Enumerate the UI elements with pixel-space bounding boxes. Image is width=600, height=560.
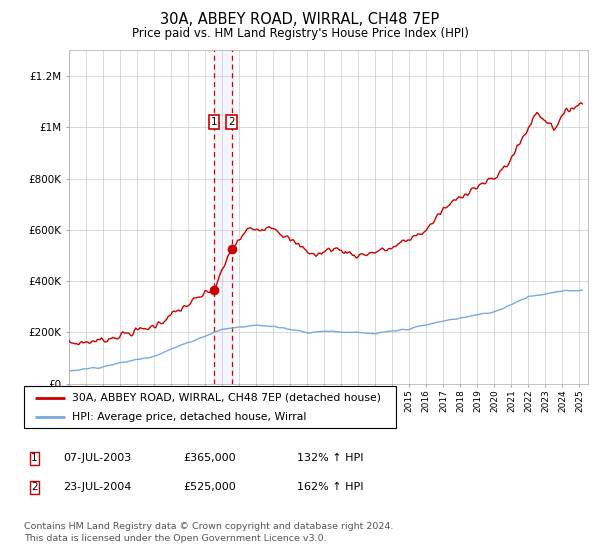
Text: 2: 2	[31, 482, 38, 492]
Text: Contains HM Land Registry data © Crown copyright and database right 2024.
This d: Contains HM Land Registry data © Crown c…	[24, 522, 394, 543]
Text: 2: 2	[229, 117, 235, 127]
Text: 132% ↑ HPI: 132% ↑ HPI	[297, 453, 364, 463]
Text: Price paid vs. HM Land Registry's House Price Index (HPI): Price paid vs. HM Land Registry's House …	[131, 27, 469, 40]
Text: 30A, ABBEY ROAD, WIRRAL, CH48 7EP (detached house): 30A, ABBEY ROAD, WIRRAL, CH48 7EP (detac…	[73, 393, 382, 403]
Bar	[214, 50, 232, 384]
Text: 07-JUL-2003: 07-JUL-2003	[63, 453, 131, 463]
Text: 1: 1	[211, 117, 217, 127]
Text: HPI: Average price, detached house, Wirral: HPI: Average price, detached house, Wirr…	[73, 412, 307, 422]
Text: £525,000: £525,000	[183, 482, 236, 492]
Text: 30A, ABBEY ROAD, WIRRAL, CH48 7EP: 30A, ABBEY ROAD, WIRRAL, CH48 7EP	[160, 12, 440, 27]
Text: 23-JUL-2004: 23-JUL-2004	[63, 482, 131, 492]
Text: 1: 1	[31, 453, 38, 463]
Text: 162% ↑ HPI: 162% ↑ HPI	[297, 482, 364, 492]
Text: £365,000: £365,000	[183, 453, 236, 463]
